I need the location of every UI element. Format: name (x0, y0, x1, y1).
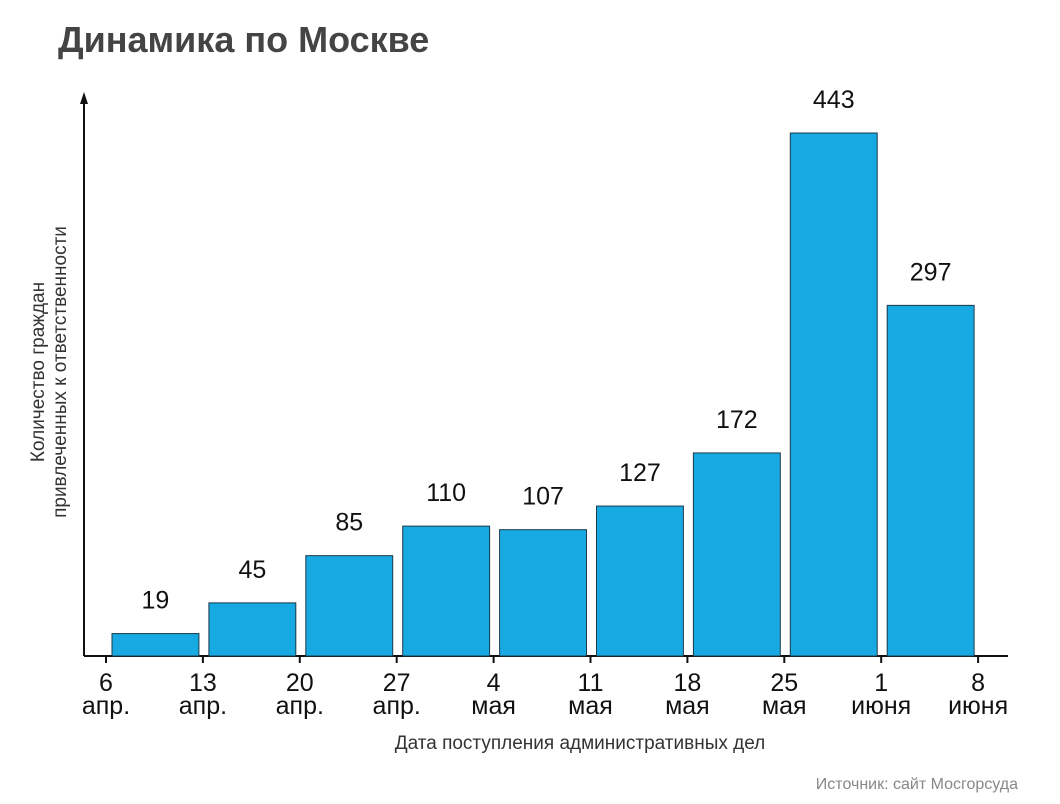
x-tick-day: 1 (874, 669, 888, 697)
data-label: 107 (522, 483, 564, 511)
x-tick-day: 4 (487, 669, 501, 697)
data-label: 443 (813, 86, 855, 114)
source-note: Источник: сайт Мосгорсуда (816, 776, 1018, 793)
x-tick-day: 20 (286, 669, 314, 697)
x-tick-month: апр. (373, 692, 421, 720)
bar (402, 525, 491, 657)
data-label: 45 (238, 556, 266, 584)
bar (886, 304, 975, 657)
y-axis-label-line1: Количество граждан (28, 282, 49, 462)
bar (111, 633, 200, 657)
x-tick-month: апр. (82, 692, 130, 720)
x-tick-day: 13 (189, 669, 217, 697)
x-tick-month: мая (568, 692, 613, 720)
x-tick-month: июня (851, 692, 911, 720)
data-label: 127 (619, 459, 661, 487)
x-tick-day: 8 (971, 669, 985, 697)
y-axis-label: Количество граждан привлеченных к ответс… (28, 226, 71, 518)
bar (305, 555, 394, 657)
x-tick-day: 18 (673, 669, 701, 697)
x-tick-month: мая (762, 692, 807, 720)
y-axis-arrow-icon (80, 92, 88, 104)
data-label: 19 (142, 587, 170, 615)
data-label: 110 (426, 479, 466, 507)
bar (596, 505, 684, 657)
x-tick-day: 27 (383, 669, 411, 697)
bar (789, 132, 878, 657)
x-tick-day: 11 (578, 669, 604, 697)
y-axis-label-line2: привлеченных к ответственности (50, 226, 71, 518)
bar (499, 529, 588, 657)
data-label: 85 (335, 509, 363, 537)
bar (692, 452, 781, 657)
x-axis-label: Дата поступления административных дел (395, 733, 766, 754)
data-label: 297 (910, 258, 952, 286)
x-tick-month: апр. (276, 692, 324, 720)
x-tick-month: мая (471, 692, 516, 720)
x-tick-day: 25 (770, 669, 798, 697)
x-tick-day: 6 (99, 669, 113, 697)
x-tick-month: мая (665, 692, 710, 720)
chart-title: Динамика по Москве (58, 19, 429, 60)
x-tick-month: июня (948, 692, 1008, 720)
bars: 19 45 85 110 107 127 172 443 297 (111, 86, 975, 657)
bar (208, 602, 297, 657)
x-ticks: 6апр.13апр.20апр.27апр.4мая11мая18мая25м… (82, 656, 1008, 720)
data-label: 172 (716, 406, 758, 434)
x-tick-month: апр. (179, 692, 227, 720)
